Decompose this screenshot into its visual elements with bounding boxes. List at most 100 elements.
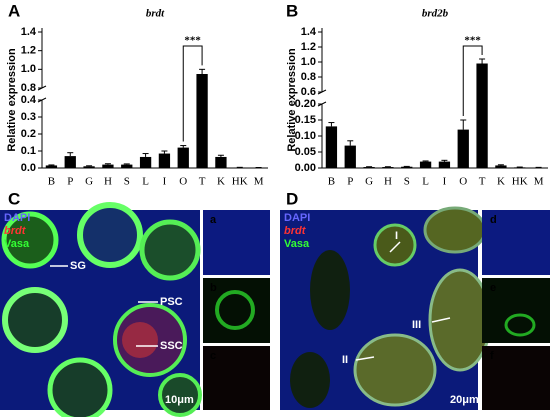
bar xyxy=(419,161,432,168)
y-tick-label: 0.15 xyxy=(295,114,316,126)
bar xyxy=(121,164,133,168)
chart-title: brdt xyxy=(146,8,165,20)
inset-label: d xyxy=(490,214,497,226)
x-tick-label: M xyxy=(254,176,264,188)
y-tick-label: 1.4 xyxy=(301,26,317,38)
cell-label: PSC xyxy=(160,296,183,308)
panel-label: D xyxy=(286,189,298,208)
significance-label: *** xyxy=(184,35,201,47)
bar xyxy=(495,165,507,168)
x-tick-label: HK xyxy=(512,176,528,188)
panel-label: A xyxy=(8,1,20,20)
cell-label: SSC xyxy=(160,340,183,352)
y-tick-label: 1.4 xyxy=(21,26,37,38)
stain-label: brdt xyxy=(4,225,27,237)
scale-bar: 10μm xyxy=(165,394,194,406)
micrograph-c xyxy=(0,202,270,417)
inset-label: f xyxy=(490,350,494,362)
panel-label: C xyxy=(8,189,20,208)
y-tick-label: 1.0 xyxy=(21,63,36,75)
x-tick-label: M xyxy=(534,176,544,188)
stain-label: DAPI xyxy=(4,212,30,224)
bar xyxy=(514,167,526,168)
inset-label: e xyxy=(490,282,496,294)
x-tick-label: S xyxy=(404,176,410,188)
x-tick-label: T xyxy=(199,176,206,188)
inset-label: a xyxy=(210,214,217,226)
x-tick-label: S xyxy=(124,176,130,188)
bar xyxy=(363,167,375,168)
stain-label: DAPI xyxy=(284,212,310,224)
y-tick-label: 1.2 xyxy=(301,41,316,53)
bar xyxy=(139,156,152,168)
cell-label: II xyxy=(342,354,348,366)
bar xyxy=(382,167,394,168)
stain-label: brdt xyxy=(284,225,307,237)
chart-title: brd2b xyxy=(422,8,449,20)
x-tick-label: HK xyxy=(232,176,248,188)
y-tick-label: 0.00 xyxy=(295,162,316,174)
x-tick-label: L xyxy=(422,176,429,188)
bar xyxy=(438,161,451,168)
y-axis-title: Relative expression xyxy=(6,48,18,152)
y-tick-label: 0.8 xyxy=(301,71,316,83)
bar xyxy=(83,166,95,168)
bar xyxy=(102,164,114,168)
inset-label: c xyxy=(210,350,216,362)
stain-label: Vasa xyxy=(4,238,30,250)
x-tick-label: G xyxy=(365,176,373,188)
bar xyxy=(196,74,208,168)
scale-bar: 20μm xyxy=(450,394,479,406)
x-tick-label: B xyxy=(328,176,335,188)
significance-label: *** xyxy=(464,35,481,47)
x-tick-label: K xyxy=(497,176,505,188)
y-tick-label: 0.2 xyxy=(21,128,36,140)
x-tick-label: I xyxy=(443,176,447,188)
cell-label: I xyxy=(395,230,398,242)
micrograph-d xyxy=(280,206,550,410)
bar xyxy=(476,63,488,168)
panel-label: B xyxy=(286,1,298,20)
x-tick-label: O xyxy=(459,176,467,188)
y-tick-label: 0.6 xyxy=(301,86,316,98)
bar xyxy=(64,156,76,168)
x-tick-label: P xyxy=(347,176,353,188)
cell-label: SG xyxy=(70,260,86,272)
x-tick-label: T xyxy=(479,176,486,188)
bar xyxy=(158,153,171,168)
y-tick-label: 0.3 xyxy=(21,111,36,123)
bar xyxy=(401,166,413,168)
arrow xyxy=(355,356,375,361)
inset-label: b xyxy=(210,282,217,294)
y-tick-label: 0.0 xyxy=(21,162,36,174)
x-tick-label: G xyxy=(85,176,93,188)
x-tick-label: I xyxy=(163,176,167,188)
cell-label: III xyxy=(412,319,421,331)
x-tick-label: L xyxy=(142,176,149,188)
significance-bracket xyxy=(462,45,483,116)
y-tick-label: 1.0 xyxy=(301,56,316,68)
y-tick-label: 1.2 xyxy=(21,45,36,57)
bar xyxy=(45,165,58,168)
bar xyxy=(457,129,469,168)
arrow xyxy=(389,241,401,253)
y-tick-label: 0.05 xyxy=(295,146,316,158)
y-axis-title: Relative expression xyxy=(286,48,298,152)
y-tick-label: 0.10 xyxy=(295,130,316,142)
x-tick-label: P xyxy=(67,176,73,188)
y-tick-label: 0.4 xyxy=(21,94,37,106)
x-tick-label: H xyxy=(384,176,392,188)
bar xyxy=(177,147,189,168)
y-tick-label: 0.1 xyxy=(21,145,36,157)
x-tick-label: H xyxy=(104,176,112,188)
x-tick-label: B xyxy=(48,176,55,188)
bar xyxy=(215,156,227,168)
significance-bracket xyxy=(182,45,203,142)
y-tick-label: 0.8 xyxy=(21,82,36,94)
y-tick-label: 0.20 xyxy=(295,98,316,110)
bar xyxy=(344,145,356,168)
bar xyxy=(325,126,338,168)
arrow xyxy=(431,317,451,323)
x-tick-label: K xyxy=(217,176,225,188)
